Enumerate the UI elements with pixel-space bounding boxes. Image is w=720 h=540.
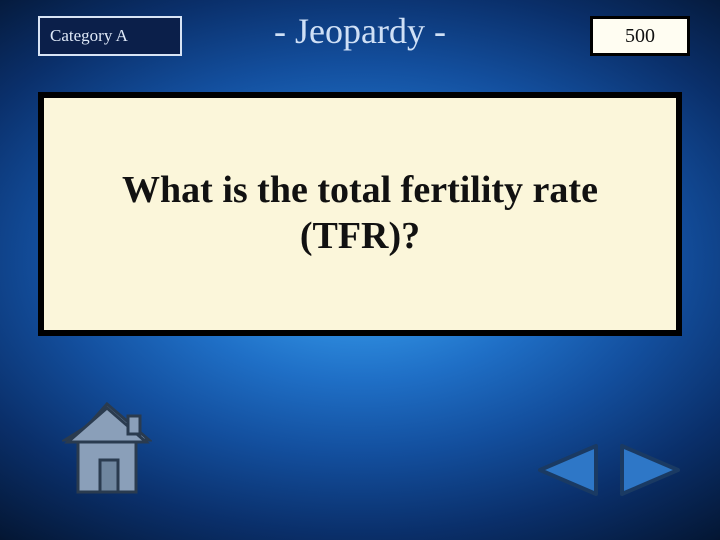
home-button[interactable] [62,402,152,498]
answer-text: What is the total fertility rate (TFR)? [60,168,660,259]
category-label: Category A [50,26,128,46]
triangle-right-icon [618,442,684,498]
prev-button[interactable] [534,442,600,498]
points-box: 500 [590,16,690,56]
category-box: Category A [38,16,182,56]
answer-card: What is the total fertility rate (TFR)? [38,92,682,336]
slide-stage: Category A - Jeopardy - 500 What is the … [0,0,720,540]
next-button[interactable] [618,442,684,498]
triangle-left-icon [534,442,600,498]
game-title: - Jeopardy - [274,10,446,52]
points-value: 500 [625,25,655,48]
nav-controls [534,442,684,498]
home-icon [62,402,152,498]
